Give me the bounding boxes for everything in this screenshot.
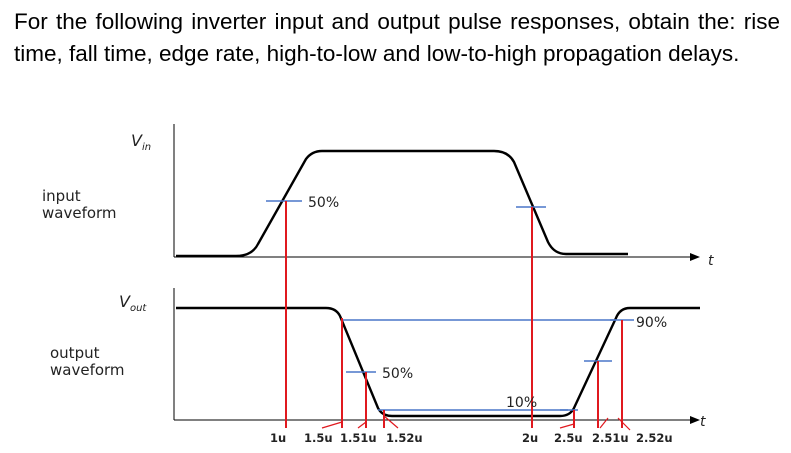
time-label-2-51u: 2.51u xyxy=(592,431,629,445)
time-marker-leaders xyxy=(321,415,631,431)
output-10-percent-label: 10% xyxy=(506,395,537,411)
output-90-percent-label: 90% xyxy=(636,315,667,331)
time-label-2-52u: 2.52u xyxy=(636,431,673,445)
output-time-arrow xyxy=(690,416,700,424)
output-waveform-label: output waveform xyxy=(50,344,125,379)
input-waveform-label: input waveform xyxy=(42,187,117,222)
output-axes xyxy=(173,288,690,421)
input-time-arrow xyxy=(690,253,700,261)
output-time-symbol: t xyxy=(700,414,706,430)
input-waveform xyxy=(176,149,628,258)
input-axes xyxy=(173,124,690,258)
output-waveform xyxy=(176,306,700,418)
time-markers xyxy=(285,201,623,428)
question-text: For the following inverter input and out… xyxy=(14,9,780,66)
input-50-percent-label: 50% xyxy=(308,195,339,211)
time-tick-labels: 1u 1.5u 1.51u 1.52u 2u 2.5u 2.51u 2.52u xyxy=(270,431,673,445)
threshold-lines xyxy=(266,200,634,411)
input-time-symbol: t xyxy=(708,253,714,269)
time-label-1u: 1u xyxy=(270,431,286,445)
time-label-1-52u: 1.52u xyxy=(386,431,423,445)
time-label-1-5u: 1.5u xyxy=(304,431,333,445)
output-axis-label: Vout xyxy=(119,292,147,314)
output-50-percent-label: 50% xyxy=(382,366,413,382)
time-label-2u: 2u xyxy=(522,431,538,445)
time-label-1-51u: 1.51u xyxy=(340,431,377,445)
input-axis-label: Vin xyxy=(131,131,151,153)
time-label-2-5u: 2.5u xyxy=(554,431,583,445)
